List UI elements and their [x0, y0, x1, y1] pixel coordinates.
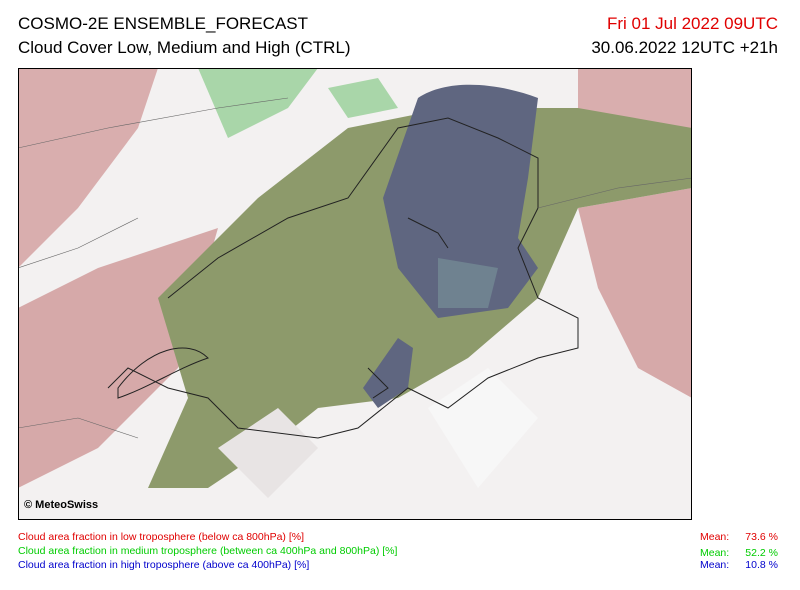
legend-mean-label: Mean: — [700, 547, 730, 559]
copyright: © MeteoSwiss — [24, 499, 98, 511]
legend-mean: 10.8 % — [745, 559, 778, 571]
subtitle: Cloud Cover Low, Medium and High (CTRL) — [18, 38, 351, 57]
legend-label: Cloud area fraction in low troposphere (… — [18, 531, 304, 543]
legend-label: Cloud area fraction in high troposphere … — [18, 559, 310, 571]
title: COSMO-2E ENSEMBLE_FORECAST — [18, 14, 309, 33]
legend-mean-label: Mean: — [700, 531, 730, 543]
legend-label: Cloud area fraction in medium tropospher… — [18, 545, 398, 557]
valid-time: Fri 01 Jul 2022 09UTC — [606, 14, 778, 33]
legend-mean: 52.2 % — [745, 547, 778, 559]
run-time: 30.06.2022 12UTC +21h — [591, 38, 778, 57]
legend-mean: 73.6 % — [745, 531, 778, 543]
map: © MeteoSwiss — [18, 68, 692, 520]
legend-mean-label: Mean: — [700, 559, 730, 571]
